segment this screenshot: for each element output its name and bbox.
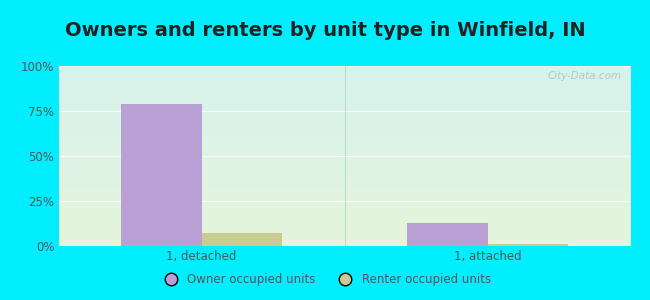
- Bar: [408, 223, 488, 246]
- Text: City-Data.com: City-Data.com: [548, 71, 622, 81]
- Bar: [488, 244, 567, 246]
- Bar: [202, 233, 281, 246]
- Bar: [122, 104, 202, 246]
- Legend: Owner occupied units, Renter occupied units: Owner occupied units, Renter occupied un…: [154, 269, 496, 291]
- Text: Owners and renters by unit type in Winfield, IN: Owners and renters by unit type in Winfi…: [65, 21, 585, 40]
